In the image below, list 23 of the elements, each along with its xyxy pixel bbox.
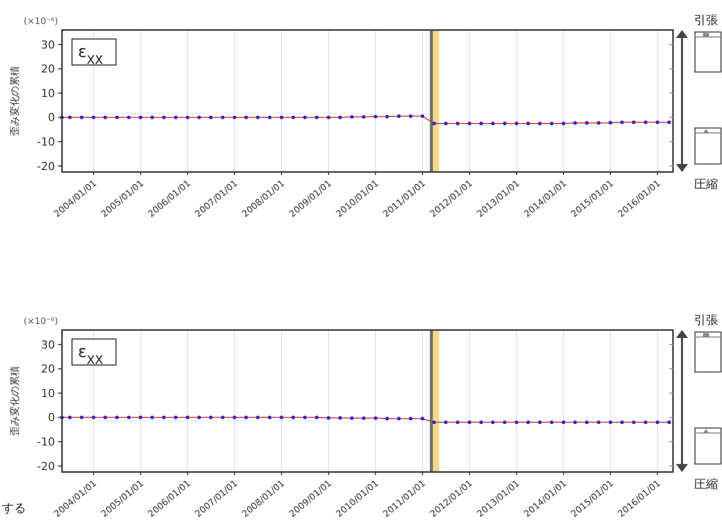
text: 圧縮 (694, 477, 718, 491)
y-tick-label: -20 (37, 460, 55, 473)
y-tick-label: 30 (41, 38, 55, 52)
y-tick-label: 0 (48, 111, 55, 124)
y-tick-label: -20 (37, 160, 55, 173)
annotation: ε$_{XX}$ (78, 42, 104, 67)
y-tick-label: 10 (41, 86, 55, 100)
y-tick-label: 20 (41, 362, 55, 376)
y-tick-label: 20 (41, 62, 55, 76)
annotation: ε$_{XX}$ (78, 342, 104, 367)
y-axis-title: 歪み変化の累積 (9, 66, 21, 136)
text: 引張 (694, 13, 718, 27)
text: する (2, 501, 26, 515)
y-tick-label: -10 (37, 136, 55, 149)
text: (×10⁻⁶) (24, 17, 58, 27)
y-axis-title: 歪み変化の累積 (9, 366, 21, 436)
text: 圧縮 (694, 177, 718, 191)
y-tick-label: -10 (37, 436, 55, 449)
text: (×10⁻⁶) (24, 317, 58, 327)
y-tick-label: 30 (41, 338, 55, 352)
text: 引張 (694, 313, 718, 327)
y-tick-label: 10 (41, 386, 55, 400)
y-tick-label: 0 (48, 411, 55, 424)
